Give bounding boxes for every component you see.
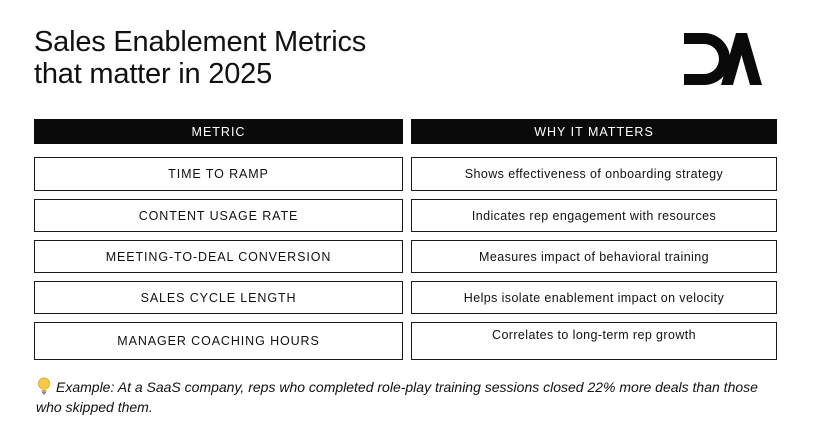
header-metric: METRIC bbox=[34, 119, 403, 144]
metric-cell: TIME TO RAMP bbox=[34, 157, 403, 191]
da-logo-icon bbox=[684, 33, 762, 85]
why-cell: Shows effectiveness of onboarding strate… bbox=[411, 157, 777, 191]
title-line-1: Sales Enablement Metrics bbox=[34, 26, 367, 58]
why-cell: Correlates to long-term rep growth bbox=[411, 322, 777, 360]
why-cell: Indicates rep engagement with resources bbox=[411, 199, 777, 232]
why-cell: Measures impact of behavioral training bbox=[411, 240, 777, 273]
metric-cell: CONTENT USAGE RATE bbox=[34, 199, 403, 232]
example-text: Example: At a SaaS company, reps who com… bbox=[36, 379, 758, 415]
metric-cell: MEETING-TO-DEAL CONVERSION bbox=[34, 240, 403, 273]
header-why-it-matters: WHY IT MATTERS bbox=[411, 119, 777, 144]
why-cell: Helps isolate enablement impact on veloc… bbox=[411, 281, 777, 314]
lightbulb-icon bbox=[38, 377, 50, 395]
metric-cell: SALES CYCLE LENGTH bbox=[34, 281, 403, 314]
title-line-2: that matter in 2025 bbox=[34, 58, 273, 90]
metric-cell: MANAGER COACHING HOURS bbox=[34, 322, 403, 360]
example-note: Example: At a SaaS company, reps who com… bbox=[36, 377, 776, 417]
page-title: Sales Enablement Metrics that matter in … bbox=[34, 26, 366, 90]
